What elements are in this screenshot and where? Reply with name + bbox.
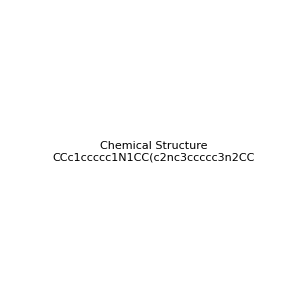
Text: Chemical Structure
CCc1ccccc1N1CC(c2nc3ccccc3n2CC: Chemical Structure CCc1ccccc1N1CC(c2nc3c… [52, 141, 255, 162]
